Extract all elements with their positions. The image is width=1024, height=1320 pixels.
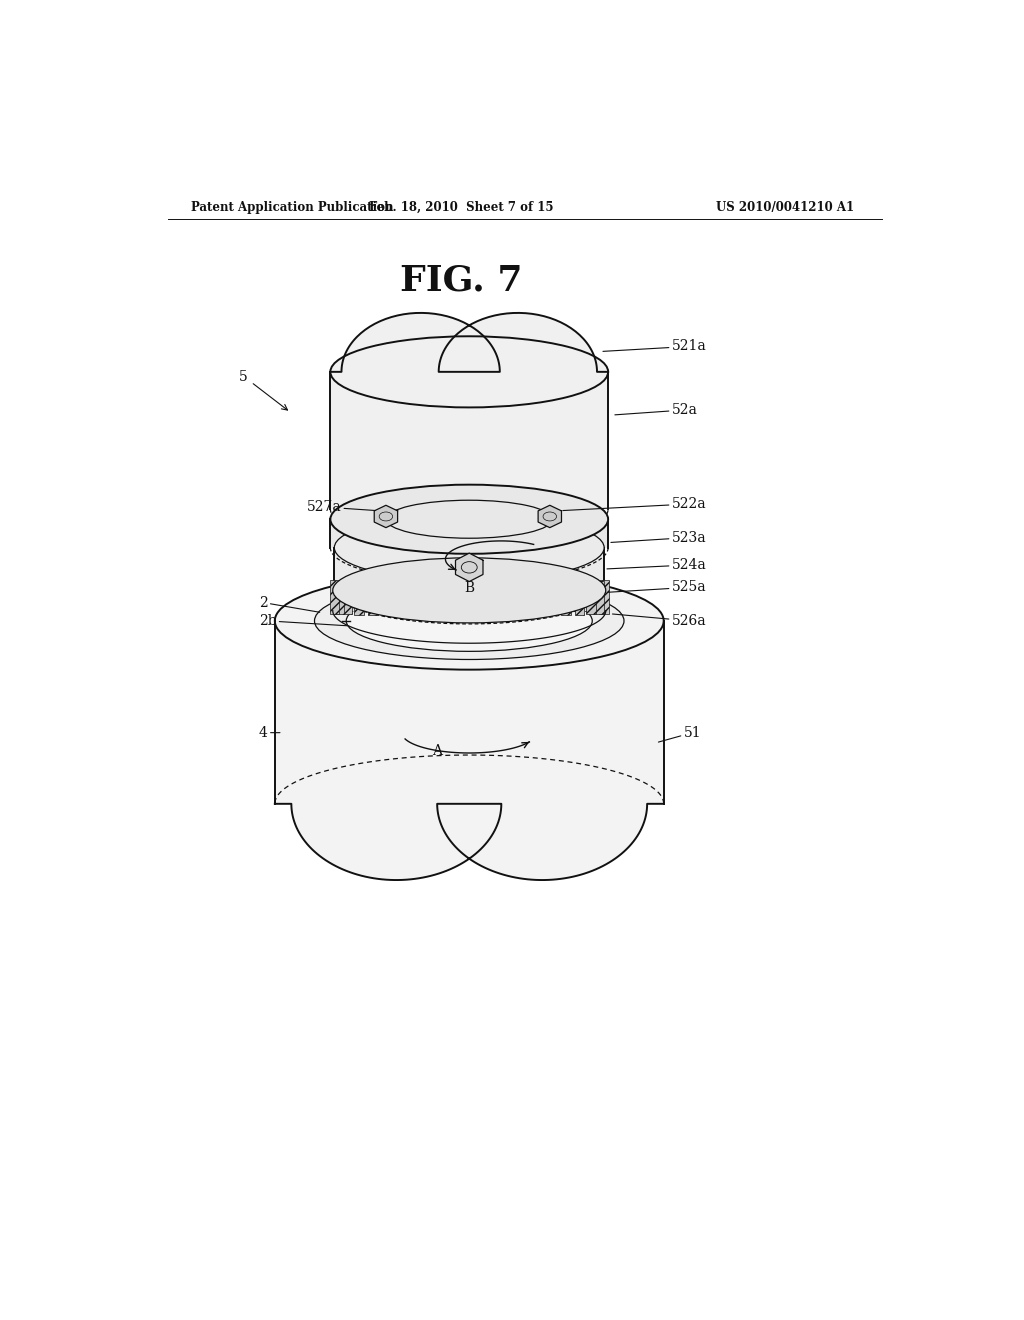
Ellipse shape (331, 484, 608, 554)
Polygon shape (594, 581, 604, 614)
Ellipse shape (334, 513, 604, 581)
Polygon shape (384, 582, 394, 615)
Text: 522a: 522a (563, 496, 707, 511)
Polygon shape (343, 581, 352, 615)
Polygon shape (335, 581, 344, 614)
Ellipse shape (331, 337, 608, 408)
Polygon shape (574, 581, 585, 615)
Text: 524a: 524a (607, 558, 707, 572)
Ellipse shape (346, 590, 592, 651)
Text: 2: 2 (259, 595, 319, 612)
Polygon shape (368, 581, 378, 615)
Polygon shape (561, 581, 570, 615)
Polygon shape (402, 582, 412, 615)
Polygon shape (331, 519, 608, 548)
Text: 523a: 523a (611, 531, 707, 545)
Polygon shape (539, 506, 561, 528)
Text: 4: 4 (259, 726, 280, 739)
Ellipse shape (333, 558, 606, 623)
Text: A: A (432, 744, 442, 758)
Polygon shape (456, 553, 483, 582)
Text: 2b: 2b (259, 614, 347, 628)
Text: 52a: 52a (614, 403, 697, 417)
Text: Feb. 18, 2010  Sheet 7 of 15: Feb. 18, 2010 Sheet 7 of 15 (369, 201, 554, 214)
Polygon shape (354, 581, 364, 615)
Text: US 2010/0041210 A1: US 2010/0041210 A1 (716, 201, 854, 214)
Text: Patent Application Publication: Patent Application Publication (191, 201, 394, 214)
Text: 525a: 525a (608, 581, 707, 594)
Polygon shape (333, 590, 606, 611)
Polygon shape (465, 582, 474, 615)
Polygon shape (485, 582, 496, 615)
Polygon shape (545, 582, 554, 615)
Polygon shape (422, 582, 432, 615)
Polygon shape (374, 506, 397, 528)
Text: B: B (464, 581, 474, 595)
Polygon shape (586, 581, 596, 615)
Polygon shape (331, 313, 608, 372)
Polygon shape (331, 372, 608, 510)
Polygon shape (334, 548, 604, 590)
Polygon shape (526, 582, 536, 615)
Text: 527a: 527a (306, 500, 375, 513)
Text: 521a: 521a (603, 339, 707, 354)
Polygon shape (599, 581, 609, 614)
Polygon shape (330, 581, 339, 614)
Ellipse shape (314, 582, 624, 660)
Text: 5: 5 (239, 370, 248, 384)
Ellipse shape (274, 572, 664, 669)
Polygon shape (443, 582, 453, 615)
Polygon shape (507, 582, 516, 615)
Polygon shape (274, 804, 664, 880)
Polygon shape (274, 620, 664, 804)
Text: 51: 51 (658, 726, 701, 742)
Text: 526a: 526a (612, 614, 707, 628)
Text: FIG. 7: FIG. 7 (400, 264, 522, 297)
